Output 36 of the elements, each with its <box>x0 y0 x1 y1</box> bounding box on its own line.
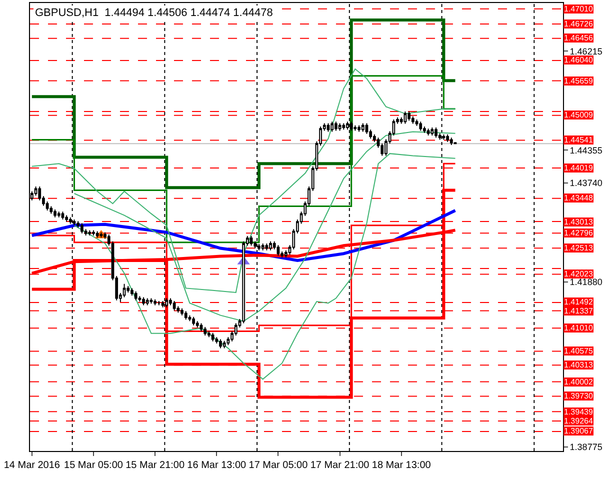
y-tick-label: 1.44355 <box>570 145 602 156</box>
y-tick-label: 1.43740 <box>570 178 602 188</box>
y-tick-label: 1.41880 <box>570 276 602 287</box>
ref-line-label: 1.44019 <box>564 164 594 172</box>
ref-line-label: 1.45009 <box>564 110 594 120</box>
y-tick-label: 1.46215 <box>570 46 602 56</box>
ref-line-label: 1.40313 <box>564 360 594 370</box>
ref-line-label: 1.46456 <box>564 34 594 42</box>
ref-line-label: 1.41492 <box>564 298 594 306</box>
x-tick-label: 18 Mar 13:00 <box>372 460 432 471</box>
ref-line-label: 1.47010 <box>564 4 594 14</box>
ref-line-label: 1.39439 <box>564 408 594 416</box>
ref-line-label: 1.46040 <box>564 56 594 64</box>
ref-line-label: 1.39067 <box>564 426 594 436</box>
ref-line-label: 1.43448 <box>564 194 594 202</box>
ref-line-label: 1.42023 <box>564 270 594 278</box>
x-tick-label: 15 Mar 21:00 <box>126 460 185 471</box>
ref-line-label: 1.40002 <box>564 378 594 386</box>
y-tick-label: 1.38775 <box>570 442 602 452</box>
x-tick-label: 17 Mar 21:00 <box>310 460 370 471</box>
ref-line-label: 1.40575 <box>564 346 594 356</box>
ref-line-label: 1.46726 <box>564 20 594 28</box>
ref-line-label: 1.39264 <box>564 416 594 426</box>
ref-line-label: 1.39730 <box>564 392 594 400</box>
x-tick-label: 16 Mar 13:00 <box>187 460 247 471</box>
chart-title: GBPUSD,H1 1.44494 1.44506 1.44474 1.44478 <box>35 7 273 19</box>
ref-line-label: 1.45659 <box>564 76 594 86</box>
ref-line-label: 1.42513 <box>564 244 594 252</box>
ref-line-label: 1.41010 <box>564 324 594 332</box>
ref-line-label: 1.41337 <box>564 306 594 316</box>
ref-line-label: 1.42796 <box>564 228 594 238</box>
x-tick-label: 14 Mar 2016 <box>4 460 60 471</box>
ref-line-label: 1.44541 <box>564 136 594 144</box>
ref-line-label: 1.43013 <box>564 218 594 226</box>
x-tick-label: 15 Mar 05:00 <box>64 460 124 471</box>
x-tick-label: 17 Mar 05:00 <box>248 460 308 471</box>
